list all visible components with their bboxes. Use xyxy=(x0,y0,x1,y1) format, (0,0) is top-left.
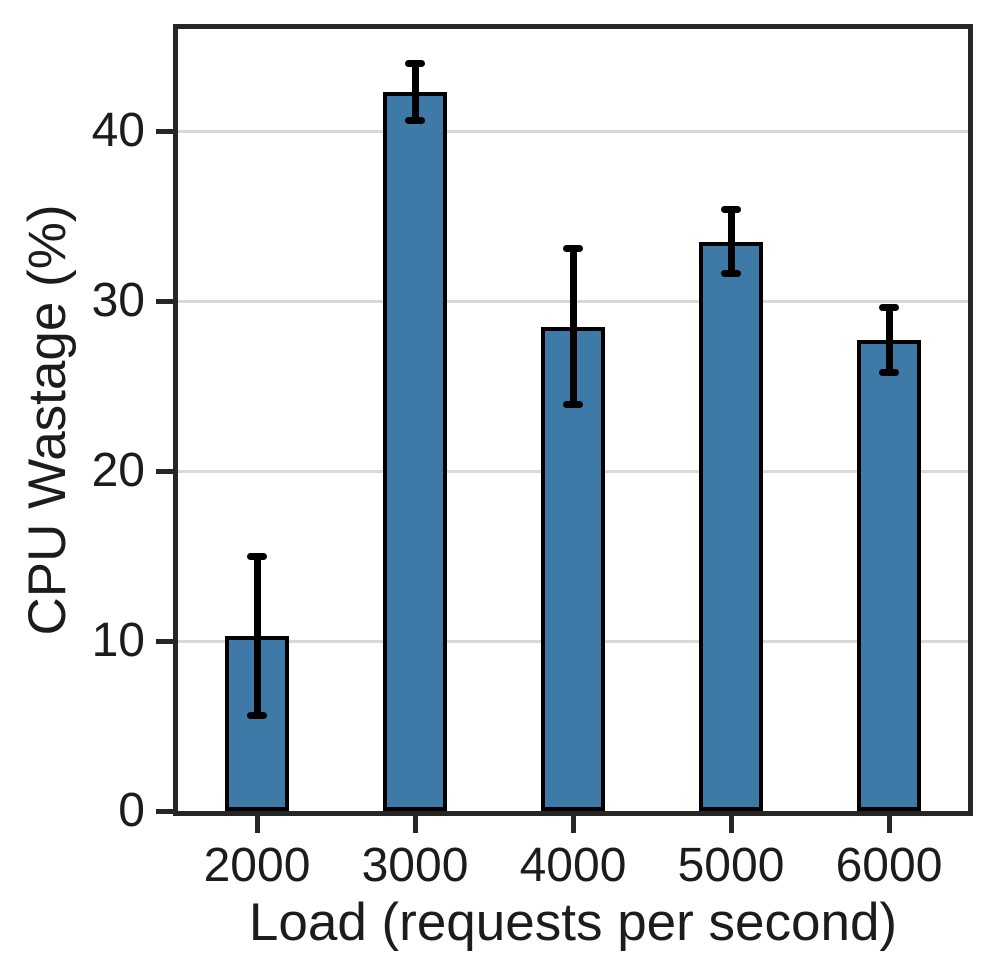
error-bar-cap xyxy=(721,270,741,278)
y-tick xyxy=(156,638,173,644)
x-tick-label: 4000 xyxy=(519,839,627,892)
bar xyxy=(699,241,763,811)
y-tick-label: 10 xyxy=(91,614,145,667)
y-tick xyxy=(156,128,173,134)
y-tick xyxy=(156,298,173,304)
plot-area xyxy=(173,24,973,816)
x-tick-label: 3000 xyxy=(361,839,469,892)
error-bar xyxy=(253,556,261,716)
error-bar xyxy=(569,248,577,405)
error-bar-cap xyxy=(879,304,899,312)
x-tick-label: 6000 xyxy=(835,839,943,892)
error-bar-cap xyxy=(405,117,425,125)
error-bar xyxy=(411,63,419,121)
error-bar-cap xyxy=(721,205,741,213)
x-tick xyxy=(254,816,260,833)
error-bar-cap xyxy=(563,401,583,409)
x-tick xyxy=(728,816,734,833)
error-bar-cap xyxy=(247,712,267,720)
bar xyxy=(383,91,447,811)
error-bar-cap xyxy=(247,552,267,560)
x-axis-label: Load (requests per second) xyxy=(248,893,898,952)
x-tick-label: 2000 xyxy=(203,839,311,892)
error-bar-cap xyxy=(405,59,425,67)
y-axis-label: CPU Wastage (%) xyxy=(18,204,77,636)
gridline xyxy=(178,129,968,133)
error-bar xyxy=(885,307,893,373)
y-tick xyxy=(156,468,173,474)
y-tick-label: 20 xyxy=(91,444,145,497)
error-bar-cap xyxy=(563,244,583,252)
bar xyxy=(857,340,921,811)
error-bar-cap xyxy=(879,368,899,376)
error-bar xyxy=(727,209,735,274)
y-tick-label: 40 xyxy=(91,104,145,157)
y-tick xyxy=(156,808,173,814)
x-tick-label: 5000 xyxy=(677,839,785,892)
y-tick-label: 30 xyxy=(91,274,145,327)
x-tick xyxy=(412,816,418,833)
x-tick xyxy=(886,816,892,833)
y-tick-label: 0 xyxy=(118,784,145,837)
x-tick xyxy=(570,816,576,833)
